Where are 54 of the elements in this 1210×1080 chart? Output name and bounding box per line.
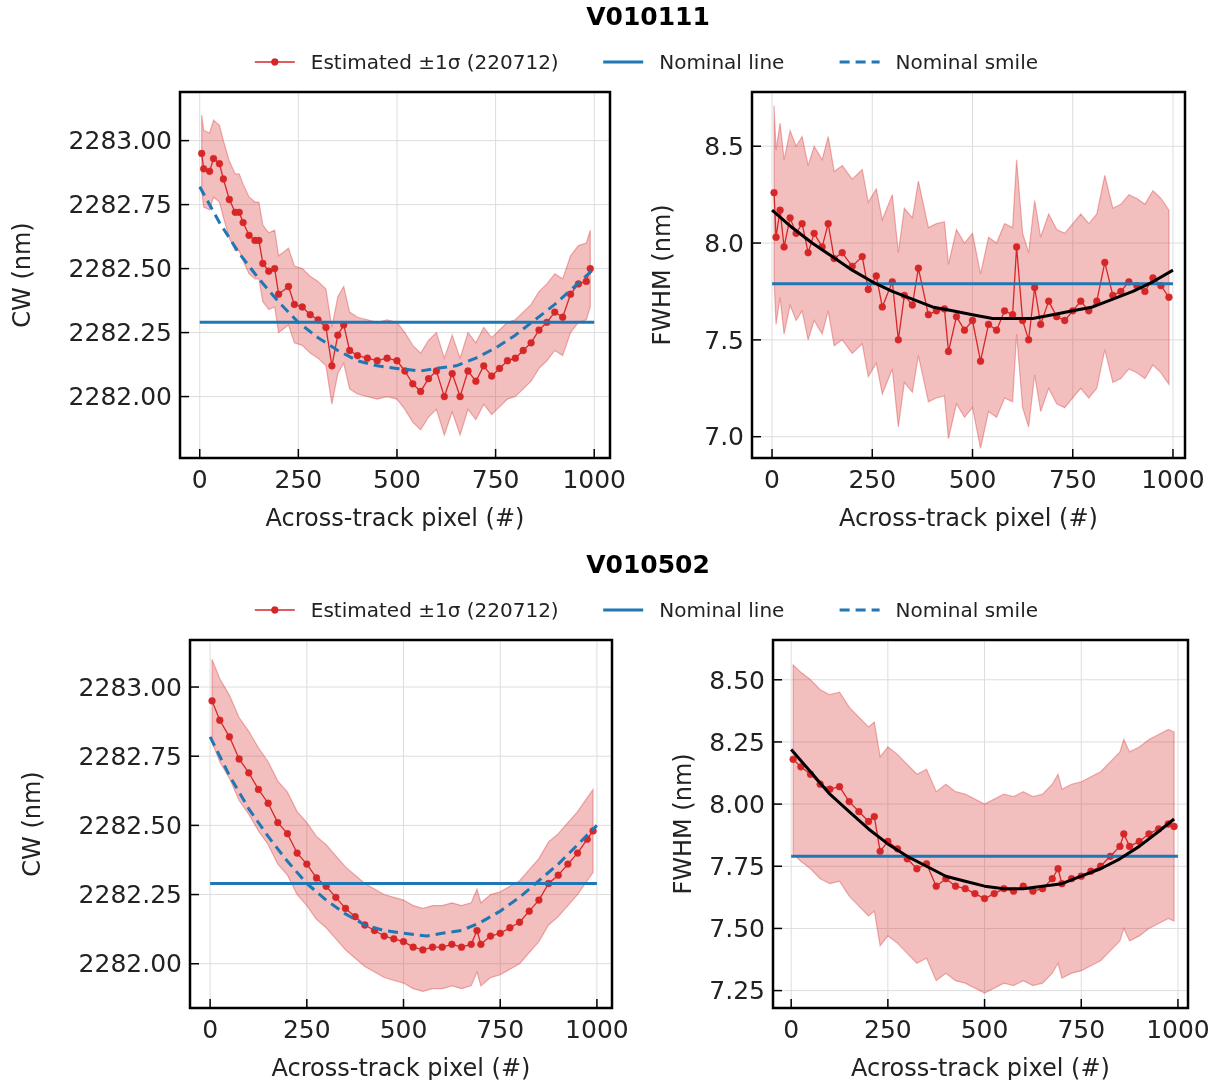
- y-tick-label: 2282.25: [68, 318, 172, 348]
- x-tick-label: 0: [191, 465, 208, 494]
- x-tick-label: 0: [202, 1015, 219, 1044]
- x-tick-label: 1000: [1146, 1015, 1210, 1044]
- x-axis-title: Across-track pixel (#): [839, 504, 1098, 532]
- y-tick-label: 7.75: [709, 852, 765, 882]
- y-tick-label: 2283.00: [78, 672, 182, 702]
- y-tick-label: 2282.75: [78, 741, 182, 771]
- y-tick-label: 7.25: [709, 976, 765, 1006]
- y-tick-label: 2283.00: [68, 126, 172, 156]
- x-tick-label: 250: [274, 465, 323, 494]
- y-axis-title: FWHM (nm): [648, 204, 676, 346]
- y-tick-label: 7.50: [709, 914, 765, 944]
- x-tick-label: 750: [1048, 465, 1097, 494]
- legend-label: Estimated ±1σ (220712): [310, 598, 559, 622]
- x-tick-label: 500: [373, 465, 421, 494]
- x-tick-label: 250: [864, 1015, 912, 1044]
- x-tick-label: 0: [783, 1015, 800, 1044]
- x-tick-label: 0: [764, 465, 780, 494]
- x-tick-label: 500: [379, 1015, 428, 1044]
- y-tick-label: 8.50: [709, 665, 765, 695]
- y-tick-label: 8.00: [709, 789, 765, 819]
- y-tick-label: 2282.00: [78, 949, 182, 979]
- legend-label: Nominal smile: [895, 50, 1039, 74]
- x-axis-title: Across-track pixel (#): [265, 504, 525, 532]
- legend-label: Nominal line: [659, 598, 785, 622]
- y-tick-label: 8.25: [709, 727, 765, 757]
- x-tick-label: 250: [282, 1015, 331, 1044]
- chart-title: V010111: [586, 2, 710, 31]
- y-tick-label: 2282.25: [78, 880, 182, 910]
- x-tick-label: 250: [848, 465, 897, 494]
- y-tick-label: 7.0: [704, 422, 744, 452]
- chart-title: V010502: [586, 550, 710, 579]
- y-tick-label: 2282.75: [68, 190, 172, 220]
- x-tick-label: 1000: [562, 465, 627, 494]
- y-axis-title: CW (nm): [8, 222, 36, 328]
- y-tick-label: 8.5: [704, 131, 744, 161]
- x-tick-label: 1000: [565, 1015, 629, 1044]
- legend-label: Estimated ±1σ (220712): [310, 50, 559, 74]
- y-axis-title: CW (nm): [18, 771, 46, 877]
- legend-label: Nominal smile: [895, 598, 1039, 622]
- x-tick-label: 750: [476, 1015, 525, 1044]
- y-axis-title: FWHM (nm): [669, 753, 697, 895]
- x-tick-label: 1000: [1141, 465, 1205, 494]
- y-tick-label: 2282.50: [78, 811, 182, 841]
- x-tick-label: 500: [960, 1015, 1009, 1044]
- x-tick-label: 750: [1057, 1015, 1106, 1044]
- legend-label: Nominal line: [659, 50, 785, 74]
- y-tick-label: 7.5: [704, 325, 744, 355]
- x-tick-label: 500: [948, 465, 997, 494]
- y-tick-label: 2282.50: [68, 254, 172, 284]
- y-tick-label: 8.0: [704, 228, 744, 258]
- y-tick-label: 2282.00: [68, 382, 172, 412]
- x-tick-label: 750: [471, 465, 520, 494]
